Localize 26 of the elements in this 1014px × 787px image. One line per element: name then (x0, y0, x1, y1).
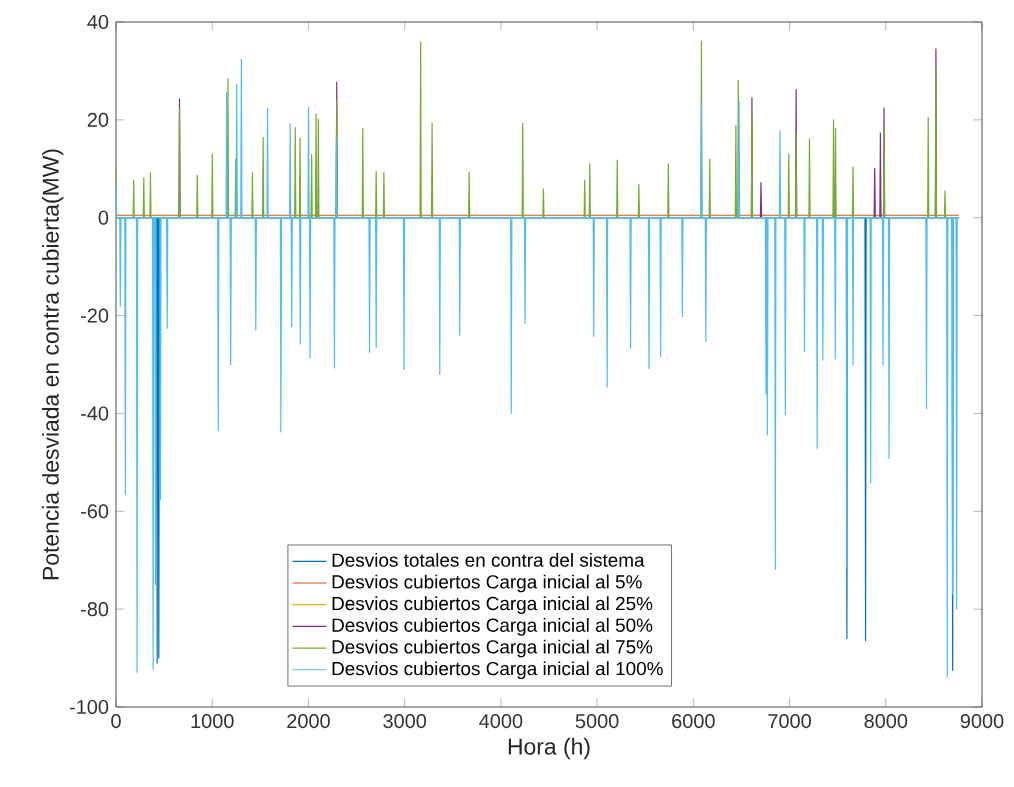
y-tick-label: -80 (81, 602, 109, 617)
y-tick-label: 40 (87, 14, 109, 30)
y-tick-label: 20 (87, 112, 109, 127)
y-tick-label: -100 (69, 699, 109, 715)
x-tick-label: 6000 (672, 714, 715, 729)
y-tick-label: -60 (81, 504, 109, 519)
x-tick-label: 7000 (768, 714, 811, 729)
x-tick-label: 3000 (383, 714, 427, 729)
y-tick-label: -20 (81, 308, 109, 323)
x-tick-label: 1000 (191, 714, 234, 729)
x-tick-label: 2000 (287, 714, 330, 729)
legend-label: Desvios cubiertos Carga inicial al 25% (332, 596, 653, 614)
x-tick-label: 4000 (479, 714, 523, 729)
y-tick-label: 0 (98, 210, 109, 225)
legend-label: Desvios cubiertos Carga inicial al 75% (332, 639, 653, 658)
x-axis-title: Hora (h) (508, 737, 590, 760)
legend-label: Desvios cubiertos Carga inicial al 100% (332, 661, 663, 680)
x-tick-label: 5000 (575, 714, 619, 729)
x-tick-label: 9000 (960, 714, 1004, 729)
y-tick-label: -40 (81, 406, 109, 421)
x-tick-label: 0 (111, 714, 121, 729)
y-axis-title: Potencia desviada en contra cubierta(MW) (42, 149, 64, 580)
legend-label: Desvios cubiertos Carga inicial al 50% (332, 618, 653, 636)
legend-label: Desvios cubiertos Carga inicial al 5% (332, 574, 642, 593)
legend-label: Desvios totales en contra del sistema (332, 552, 645, 567)
x-tick-label: 8000 (864, 714, 908, 729)
